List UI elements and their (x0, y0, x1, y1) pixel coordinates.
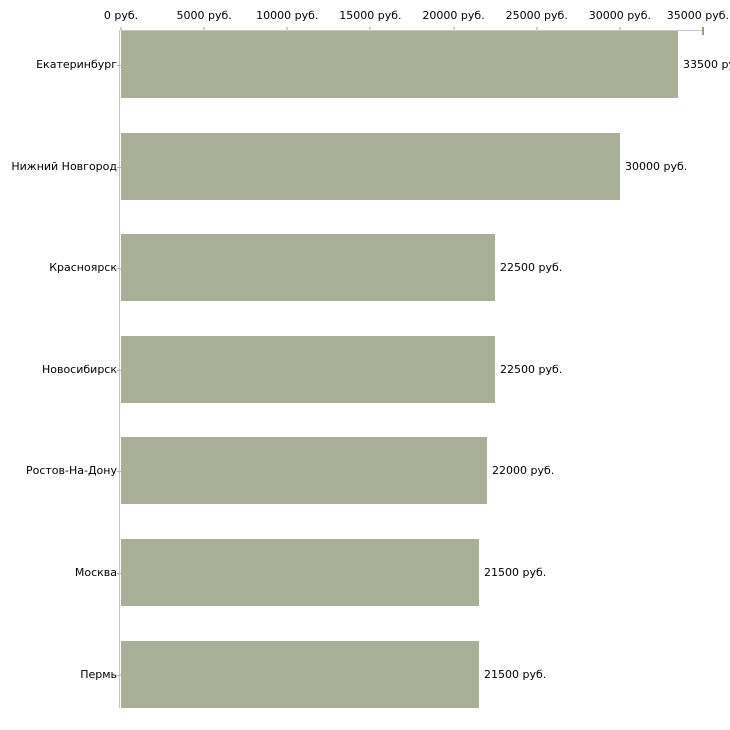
category-tick (117, 167, 122, 168)
x-axis-tick (369, 27, 371, 31)
category-tick (117, 471, 122, 472)
x-axis-tick (536, 27, 538, 31)
x-axis-tick-label: 10000 руб. (256, 9, 319, 22)
category-label: Ростов-На-Дону (25, 464, 117, 477)
bar (121, 234, 495, 301)
x-axis-tick (203, 27, 205, 31)
x-axis-tick (286, 27, 288, 31)
x-axis-tick-label: 5000 руб. (176, 9, 232, 22)
bar (121, 437, 487, 504)
x-axis-tick-label: 35000 руб. (666, 9, 729, 22)
value-label: 30000 руб. (625, 160, 688, 173)
value-label: 22500 руб. (500, 261, 563, 274)
category-label: Новосибирск (41, 363, 117, 376)
category-label: Пермь (80, 668, 117, 681)
category-label: Красноярск (49, 261, 117, 274)
value-label: 22500 руб. (500, 363, 563, 376)
x-axis-tick (702, 27, 704, 35)
bar (121, 133, 620, 200)
x-axis-tick-label: 20000 руб. (422, 9, 485, 22)
x-axis-tick-label: 0 руб. (103, 9, 139, 22)
category-tick (117, 573, 122, 574)
category-label: Екатеринбург (36, 58, 117, 71)
x-axis-line (121, 30, 704, 31)
value-label: 33500 руб. (683, 58, 730, 71)
x-axis-tick-label: 25000 руб. (505, 9, 568, 22)
bar (121, 539, 479, 606)
x-axis-tick-label: 30000 руб. (588, 9, 651, 22)
bar (121, 336, 495, 403)
category-label: Нижний Новгород (11, 160, 117, 173)
x-axis-tick (619, 27, 621, 31)
value-label: 22000 руб. (492, 464, 555, 477)
bar (121, 641, 479, 708)
value-label: 21500 руб. (484, 566, 547, 579)
value-label: 21500 руб. (484, 668, 547, 681)
category-tick (117, 370, 122, 371)
x-axis-tick-label: 15000 руб. (339, 9, 402, 22)
category-tick (117, 675, 122, 676)
category-label: Москва (74, 566, 117, 579)
category-tick (117, 268, 122, 269)
y-axis-line (119, 30, 120, 708)
x-axis-tick (453, 27, 455, 31)
bar (121, 31, 678, 98)
x-axis-tick (120, 27, 122, 31)
category-tick (117, 65, 122, 66)
